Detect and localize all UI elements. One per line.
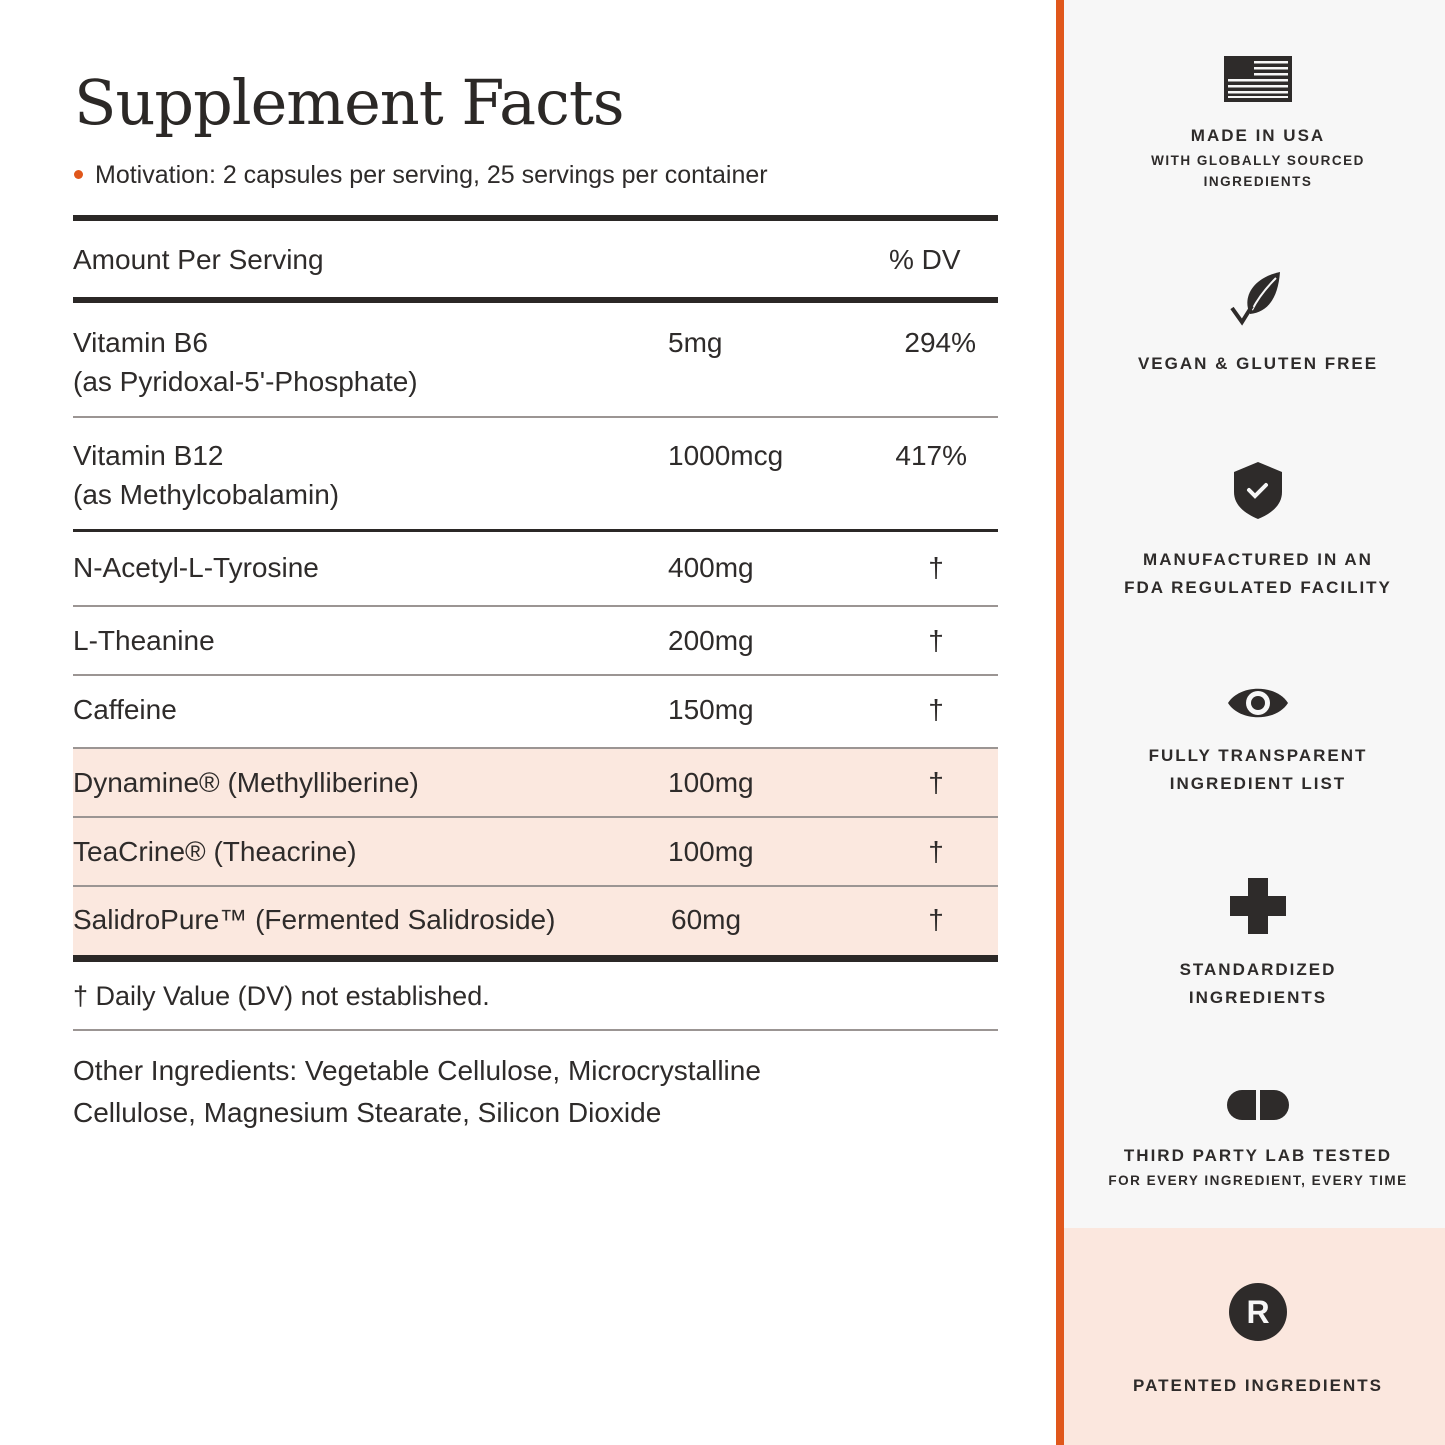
ingredient-amount: 150mg [668,694,754,725]
plus-icon [1230,878,1286,934]
ingredient-sub: (as Methylcobalamin) [73,479,340,510]
badge-title: INGREDIENTS [1188,988,1328,1007]
badge-lab-tested: THIRD PARTY LAB TESTED FOR EVERY INGREDI… [1064,1088,1445,1191]
ingredient-amount: 100mg [668,836,754,867]
dv-header: % DV [889,244,961,275]
serving-info: Motivation: 2 capsules per serving, 25 s… [74,161,768,190]
capsule-icon [1227,1090,1289,1120]
badge-title: MANUFACTURED IN AN [1143,550,1373,569]
badge-title: PATENTED INGREDIENTS [1133,1376,1383,1395]
badge-patented: R PATENTED INGREDIENTS [1064,1282,1445,1400]
badge-fda: MANUFACTURED IN AN FDA REGULATED FACILIT… [1064,460,1445,602]
ingredient-name: Vitamin B12 [73,440,224,471]
divider [73,747,998,749]
ingredient-amount: 60mg [671,904,742,935]
badge-title: FULLY TRANSPARENT [1148,746,1368,765]
divider-medium [73,529,998,532]
dagger-icon: † [928,552,944,583]
divider [73,816,998,818]
ingredient-name: Vitamin B6 [73,327,208,358]
divider [73,416,998,418]
divider-thick [73,215,998,221]
highlight-bg [73,749,998,817]
badge-title: STANDARDIZED [1179,960,1337,979]
ingredient-amount: 200mg [668,625,754,656]
badges-panel [1064,0,1445,1228]
registered-glyph: R [1246,1294,1269,1330]
dagger-icon: † [928,694,944,725]
badge-title: VEGAN & GLUTEN FREE [1137,354,1379,373]
dagger-icon: † [928,625,944,656]
accent-bar [1056,0,1064,1445]
badge-subtitle: INGREDIENTS [1203,174,1313,189]
ingredient-name: Dynamine® (Methylliberine) [73,767,419,798]
divider [73,605,998,607]
other-ingredients: Other Ingredients: Vegetable Cellulose, … [73,1055,761,1128]
divider-thick [73,297,998,303]
divider [73,885,998,887]
shield-check-icon [1234,462,1282,519]
highlight-bg [73,818,998,886]
dv-footnote: † Daily Value (DV) not established. [73,981,490,1011]
us-flag-icon [1224,56,1292,102]
ingredient-name: SalidroPure™ (Fermented Salidroside) [73,904,556,935]
dagger-icon: † [928,836,944,867]
dagger-icon: † [928,767,944,798]
ingredient-name: TeaCrine® (Theacrine) [73,836,357,867]
ingredient-amount: 5mg [668,327,723,358]
badge-subtitle: WITH GLOBALLY SOURCED [1151,153,1365,168]
ingredient-name: L-Theanine [73,625,215,656]
amount-per-serving-header: Amount Per Serving [73,244,324,275]
badge-subtitle: FOR EVERY INGREDIENT, EVERY TIME [1108,1173,1408,1188]
ingredient-amount: 400mg [668,552,754,583]
eye-icon [1228,688,1288,718]
badge-standardized: STANDARDIZED INGREDIENTS [1064,876,1445,1012]
badge-title: THIRD PARTY LAB TESTED [1123,1146,1393,1165]
ingredient-sub: (as Pyridoxal-5'-Phosphate) [73,366,418,397]
badge-vegan: VEGAN & GLUTEN FREE [1064,268,1445,378]
page-title: Supplement Facts [74,66,625,139]
leaf-check-icon [1230,272,1280,326]
badge-title: FDA REGULATED FACILITY [1124,578,1392,597]
divider [73,1029,998,1031]
badge-title: MADE IN USA [1190,126,1326,145]
badge-title: INGREDIENT LIST [1169,774,1347,793]
serving-text: Motivation: 2 capsules per serving, 25 s… [95,161,768,189]
divider-thick [73,955,998,962]
ingredient-amount: 1000mcg [668,440,784,471]
ingredient-name: Caffeine [73,694,177,725]
badge-transparent: FULLY TRANSPARENT INGREDIENT LIST [1064,680,1445,798]
ingredient-amount: 100mg [668,767,754,798]
badge-made-in-usa: MADE IN USA WITH GLOBALLY SOURCED INGRED… [1064,56,1445,192]
bullet-dot-icon [74,169,83,179]
highlight-bg [73,887,998,957]
divider [73,674,998,676]
ingredient-dv: 417% [895,440,967,471]
ingredient-dv: 294% [904,327,976,358]
dagger-icon: † [928,904,944,935]
ingredient-name: N-Acetyl-L-Tyrosine [73,552,319,583]
registered-icon: R [1229,1283,1287,1341]
